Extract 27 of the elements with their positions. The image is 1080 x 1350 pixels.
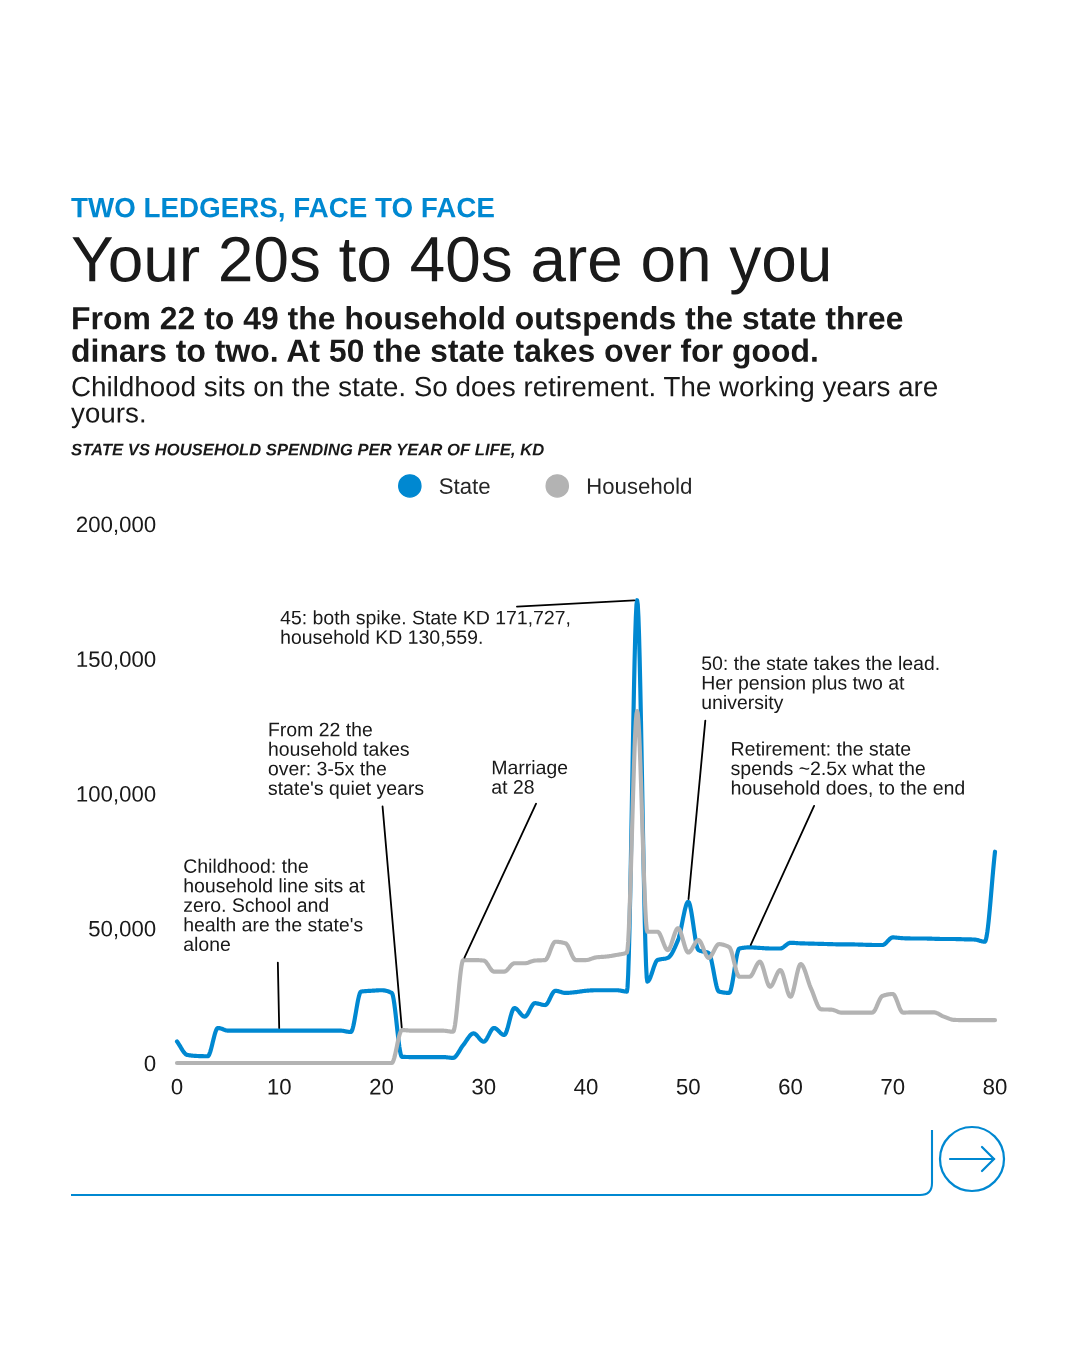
x-tick-label: 20	[370, 1078, 393, 1095]
y-tick-label: 50,000	[89, 920, 156, 940]
y-tick-label: 200,000	[76, 516, 156, 535]
legend-label: State	[439, 478, 490, 494]
y-tick-label: 0	[144, 1055, 156, 1072]
annotation: Retirement: the state spends ~2.5x what the household does, to the end	[731, 741, 964, 798]
chart-subtitle: From 22 to 49 the household outspends the state three dinars to two. At 50 the state takes over for good.	[72, 306, 903, 369]
x-tick-label: 70	[881, 1078, 905, 1095]
annotation: Childhood: the household line sits at zero. School and health are the state's alone	[184, 858, 365, 952]
legend-label: Household	[587, 477, 691, 494]
y-tick-label: 100,000	[77, 786, 156, 805]
annotation: 50: the state takes the lead. Her pension plus two at university	[702, 655, 939, 714]
chart-title: Your 20s to 40s are on you	[72, 236, 829, 295]
x-tick-label: 30	[472, 1078, 496, 1095]
x-tick-label: 80	[983, 1078, 1007, 1095]
annotation: 45: both spike. State KD 171,727, household KD 130,559.	[280, 610, 570, 647]
text: TWO LEDGERS, FACE TO FACE	[71, 197, 494, 222]
y-axis-title: STATE VS HOUSEHOLD SPENDING PER YEAR OF LIFE, KD	[71, 443, 544, 458]
y-tick-label: 150,000	[77, 651, 156, 670]
x-tick-label: 0	[171, 1078, 183, 1095]
x-tick-label: 50	[676, 1078, 700, 1095]
annotation: Marriage at 28	[492, 760, 568, 794]
x-tick-label: 60	[779, 1078, 802, 1095]
x-tick-label: 40	[574, 1078, 598, 1095]
x-tick-label: 10	[268, 1078, 291, 1095]
annotation: From 22 the household takes over: 3-5x the state's quiet years	[268, 722, 424, 799]
text: Childhood sits on the state. So does retirement. The working years are yours.	[71, 376, 938, 429]
